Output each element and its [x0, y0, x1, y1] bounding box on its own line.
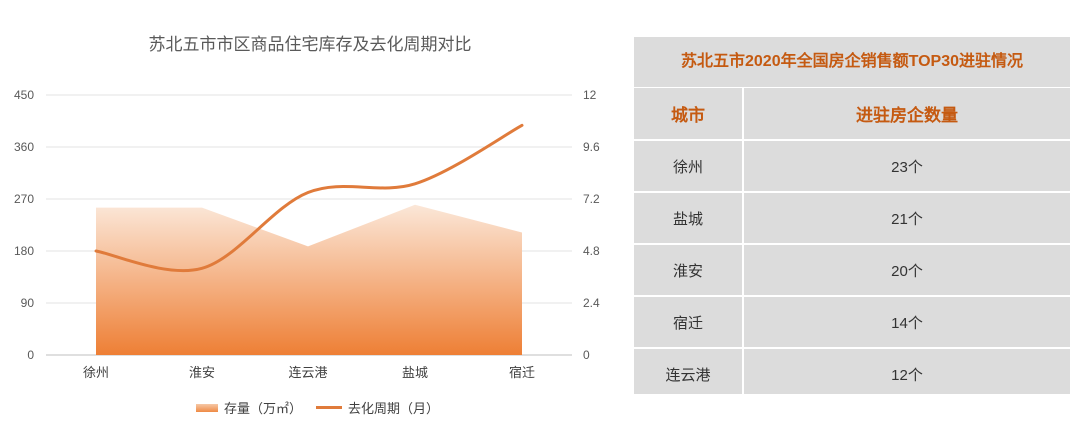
y-left-tick: 360	[14, 140, 34, 154]
table-cell-city: 宿迁	[634, 297, 744, 347]
table-cell-count: 14个	[891, 314, 923, 332]
y-right-tick: 0	[583, 348, 590, 362]
table-cell-city: 连云港	[634, 349, 744, 399]
y-left-tick: 0	[27, 348, 34, 362]
table-cell-count: 23个	[891, 158, 923, 176]
chart-title: 苏北五市市区商品住宅库存及去化周期对比	[148, 35, 472, 54]
table-cell-count: 20个	[891, 262, 923, 280]
legend-swatch-area	[196, 403, 218, 412]
table-row: 连云港 12个	[634, 349, 1070, 399]
table-row: 盐城 21个	[634, 193, 1070, 245]
table-title: 苏北五市2020年全国房企销售额TOP30进驻情况	[634, 37, 1070, 88]
chart-legend: 存量（万㎡） 去化周期（月）	[196, 398, 453, 417]
line-series-cycle	[94, 123, 524, 273]
y-right-tick: 7.2	[583, 192, 600, 206]
chart-svg: 0 0 90 2.4 180 4.8 270 7.2 360 9.6 450 12 徐州 淮安 连云港 盐城 宿…	[14, 88, 600, 380]
table-row: 淮安 20个	[634, 245, 1070, 297]
legend-label-cycle: 去化周期（月）	[348, 401, 440, 416]
y-left-tick: 90	[21, 296, 35, 310]
legend-item-stock: 存量（万㎡）	[196, 398, 302, 417]
table-cell-city: 徐州	[634, 141, 744, 191]
x-tick: 盐城	[402, 365, 428, 380]
x-tick: 连云港	[288, 365, 327, 380]
table-cell-count: 12个	[891, 366, 923, 384]
table-header-city: 城市	[634, 88, 744, 139]
table-cell-count: 21个	[891, 210, 923, 228]
y-left-tick: 270	[14, 192, 34, 206]
y-right-tick: 4.8	[583, 244, 600, 258]
chart-panel: 苏北五市市区商品住宅库存及去化周期对比 0 0 90 2.4 180 4.8 270 7.2 3…	[14, 35, 600, 417]
x-tick: 淮安	[189, 365, 215, 380]
table-row: 徐州 23个	[634, 141, 1070, 193]
table-cell-city: 盐城	[634, 193, 744, 243]
legend-label-stock: 存量（万㎡）	[224, 401, 303, 416]
legend-swatch-line	[316, 406, 343, 409]
y-right-tick: 2.4	[583, 296, 600, 310]
area-series-stock	[96, 204, 522, 355]
y-left-tick: 450	[14, 88, 34, 102]
y-left-tick: 180	[14, 244, 34, 258]
table-header-count: 进驻房企数量	[856, 106, 958, 125]
table-header-row: 城市 进驻房企数量	[634, 88, 1070, 141]
y-right-tick: 9.6	[583, 140, 600, 154]
y-right-tick: 12	[583, 88, 597, 102]
x-tick: 徐州	[83, 365, 109, 380]
table-cell-city: 淮安	[634, 245, 744, 295]
x-tick: 宿迁	[509, 365, 535, 380]
table-panel: 苏北五市2020年全国房企销售额TOP30进驻情况 城市 进驻房企数量 徐州 2…	[634, 37, 1070, 399]
legend-item-cycle: 去化周期（月）	[316, 398, 439, 417]
table-row: 宿迁 14个	[634, 297, 1070, 349]
